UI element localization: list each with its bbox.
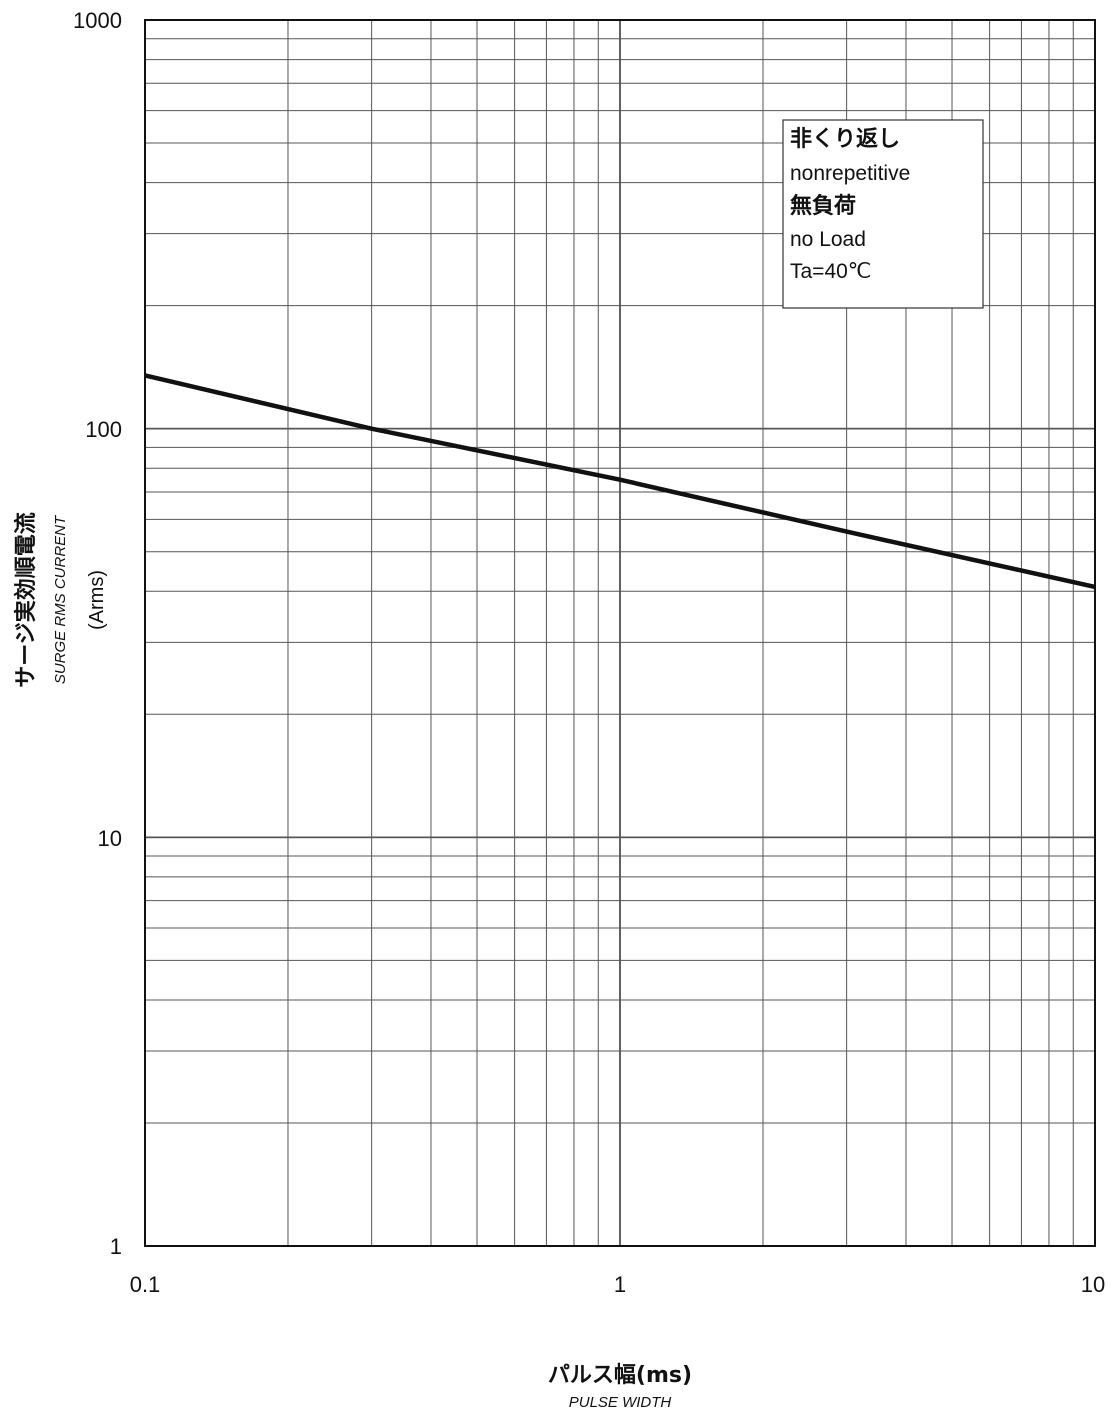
annotation-line: nonrepetitive — [790, 162, 910, 185]
x-axis-title: パルス幅(ms) — [548, 1363, 692, 1388]
annotation-line: 無負荷 — [790, 193, 856, 219]
y-axis-title: サージ実効順電流 — [13, 512, 39, 688]
annotation-line: 非くり返し — [790, 127, 900, 152]
y-tick-label: 100 — [85, 417, 122, 442]
y-tick-label: 1000 — [73, 8, 122, 33]
x-tick-label: 1 — [614, 1272, 626, 1297]
grid-lines — [144, 19, 1096, 1247]
y-tick-label: 1 — [110, 1234, 122, 1259]
x-tick-label: 10 — [1081, 1272, 1105, 1297]
annotation-box — [782, 119, 984, 309]
plot-frame — [144, 19, 1096, 1247]
annotation-line: no Load — [790, 228, 866, 251]
x-axis-subtitle: PULSE WIDTH — [569, 1394, 672, 1411]
y-tick-label: 10 — [98, 826, 122, 851]
annotation-line: Ta=40℃ — [790, 260, 871, 283]
series-line — [144, 373, 1096, 590]
x-tick-label: 0.1 — [130, 1272, 161, 1297]
y-axis-unit: (Arms) — [86, 570, 108, 630]
y-axis-subtitle: SURGE RMS CURRENT — [52, 514, 69, 684]
series-layer — [144, 373, 1096, 590]
